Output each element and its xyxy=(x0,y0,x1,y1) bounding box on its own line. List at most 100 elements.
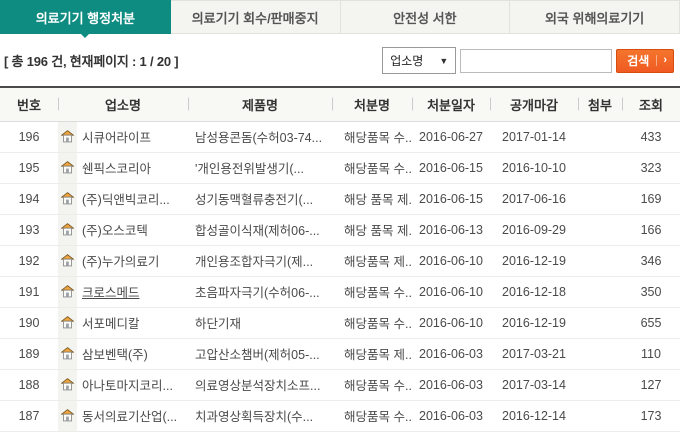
product-name[interactable]: '개인용전위발생기(... xyxy=(188,152,332,184)
disclosure-deadline: 2017-03-14 xyxy=(490,369,578,401)
result-summary: [ 총 196 건, 현재페이지 : 1 / 20 ] xyxy=(4,54,179,69)
company-link[interactable]: 서포메디칼 xyxy=(82,317,140,331)
company-link[interactable]: 삼보벤택(주) xyxy=(82,348,148,362)
view-count: 110 xyxy=(622,338,680,370)
tab-bar: 의료기기 행정처분 의료기기 회수/판매중지 안전성 서한 외국 위해의료기기 xyxy=(0,0,680,38)
disposition-name: 해당품목 제... xyxy=(332,245,412,277)
search-input[interactable] xyxy=(460,48,613,73)
disposition-name: 해당품목 제... xyxy=(332,338,412,370)
disclosure-deadline: 2016-12-19 xyxy=(490,307,578,339)
disposition-name: 해당품목 수... xyxy=(332,276,412,308)
table-top-divider xyxy=(0,86,680,88)
view-count: 173 xyxy=(622,400,680,432)
disposition-name: 해당품목 수... xyxy=(332,400,412,432)
table-header: 번호 업소명 제품명 처분명 처분일자 공개마감 첨부 조회 xyxy=(0,88,680,122)
tab-safety-letter[interactable]: 안전성 서한 xyxy=(340,0,511,34)
view-count: 323 xyxy=(622,152,680,184)
attachment-cell xyxy=(578,245,622,277)
row-number: 190 xyxy=(0,307,58,339)
product-name[interactable]: 성기동맥혈류충전기(... xyxy=(188,183,332,215)
product-name[interactable]: 고압산소챔버(제허05-... xyxy=(188,338,332,370)
attachment-cell xyxy=(578,307,622,339)
disposition-date: 2016-06-03 xyxy=(412,338,490,370)
table-row: 191 크로스메드 초음파자극기(수허06-... 해당품목 수... 2016-06-… xyxy=(0,276,680,308)
table-row: 189 삼보벤택(주) 고압산소챔버(제허05-... 해당품목 제... 2016-0… xyxy=(0,338,680,370)
row-number: 196 xyxy=(0,121,58,153)
company-icon xyxy=(58,338,77,368)
row-number: 195 xyxy=(0,152,58,184)
search-category-value: 업소명 xyxy=(390,54,424,68)
view-count: 655 xyxy=(622,307,680,339)
arrow-right-icon: › xyxy=(656,55,667,66)
disposition-table: 번호 업소명 제품명 처분명 처분일자 공개마감 첨부 조회 196 시큐어라이프… xyxy=(0,88,680,432)
company-link[interactable]: 시큐어라이프 xyxy=(82,131,152,145)
header-company: 업소명 xyxy=(58,88,188,122)
disclosure-deadline: 2017-03-21 xyxy=(490,338,578,370)
company-link[interactable]: 크로스메드 xyxy=(82,286,140,300)
header-attachment: 첨부 xyxy=(578,88,622,122)
company-icon xyxy=(58,276,77,306)
company-link[interactable]: 동서의료기산업(... xyxy=(82,410,178,424)
header-disposition-date: 처분일자 xyxy=(412,88,490,122)
table-row: 194 (주)딕앤빅코리... 성기동맥혈류충전기(... 해당 품목 제... 201… xyxy=(0,183,680,215)
company-icon xyxy=(58,245,77,275)
company-link[interactable]: 쉔픽스코리아 xyxy=(82,162,152,176)
disposition-date: 2016-06-27 xyxy=(412,121,490,153)
table-row: 196 시큐어라이프 남성용콘돔(수허03-74... 해당품목 수... 2016-0… xyxy=(0,121,680,153)
tab-foreign-hazardous-devices[interactable]: 외국 위해의료기기 xyxy=(510,0,680,34)
disposition-name: 해당 품목 제... xyxy=(332,214,412,246)
company-link[interactable]: (주)오스코텍 xyxy=(82,224,148,238)
company-link[interactable]: (주)누가의료기 xyxy=(82,255,160,269)
company-house-icon xyxy=(61,254,74,267)
company-cell: 동서의료기산업(... xyxy=(58,400,188,432)
product-name[interactable]: 의료영상분석장치소프... xyxy=(188,369,332,401)
row-number: 189 xyxy=(0,338,58,370)
company-house-icon xyxy=(61,378,74,391)
table-row: 187 동서의료기산업(... 치과영상획득장치(수... 해당품목 수... 2016… xyxy=(0,400,680,432)
header-number: 번호 xyxy=(0,88,58,122)
product-name[interactable]: 초음파자극기(수허06-... xyxy=(188,276,332,308)
table-row: 190 서포메디칼 하단기재 해당품목 수... 2016-06-10 2016-12-1… xyxy=(0,307,680,339)
attachment-cell xyxy=(578,338,622,370)
search-area: 업소명 ▼ 검색 › xyxy=(382,47,674,74)
company-house-icon xyxy=(61,161,74,174)
row-number: 187 xyxy=(0,400,58,432)
header-product: 제품명 xyxy=(188,88,332,122)
company-icon xyxy=(58,307,77,337)
attachment-cell xyxy=(578,369,622,401)
product-name[interactable]: 합성골이식재(제허06-... xyxy=(188,214,332,246)
company-link[interactable]: (주)딕앤빅코리... xyxy=(82,193,170,207)
product-name[interactable]: 개인용조합자극기(제... xyxy=(188,245,332,277)
company-link[interactable]: 아나토마지코리... xyxy=(82,379,173,393)
disposition-date: 2016-06-10 xyxy=(412,307,490,339)
company-cell: (주)딕앤빅코리... xyxy=(58,183,188,215)
tab-medical-device-disposition[interactable]: 의료기기 행정처분 xyxy=(0,0,171,38)
product-name[interactable]: 치과영상획득장치(수... xyxy=(188,400,332,432)
company-icon xyxy=(58,183,77,213)
disposition-date: 2016-06-03 xyxy=(412,369,490,401)
tab-recall-sales-stop[interactable]: 의료기기 회수/판매중지 xyxy=(170,0,341,34)
product-name[interactable]: 남성용콘돔(수허03-74... xyxy=(188,121,332,153)
disposition-date: 2016-06-13 xyxy=(412,214,490,246)
view-count: 166 xyxy=(622,214,680,246)
company-cell: 삼보벤택(주) xyxy=(58,338,188,370)
search-category-select[interactable]: 업소명 ▼ xyxy=(382,47,457,74)
disposition-name: 해당품목 수... xyxy=(332,307,412,339)
view-count: 350 xyxy=(622,276,680,308)
row-number: 191 xyxy=(0,276,58,308)
disposition-date: 2016-06-15 xyxy=(412,183,490,215)
disclosure-deadline: 2017-01-14 xyxy=(490,121,578,153)
company-cell: (주)누가의료기 xyxy=(58,245,188,277)
disposition-name: 해당 품목 제... xyxy=(332,183,412,215)
disposition-name: 해당품목 수... xyxy=(332,121,412,153)
disposition-name: 해당품목 수... xyxy=(332,152,412,184)
header-disclosure-deadline: 공개마감 xyxy=(490,88,578,122)
search-button[interactable]: 검색 › xyxy=(616,48,674,73)
company-cell: 크로스메드 xyxy=(58,276,188,308)
disclosure-deadline: 2016-10-10 xyxy=(490,152,578,184)
disposition-date: 2016-06-03 xyxy=(412,400,490,432)
product-name[interactable]: 하단기재 xyxy=(188,307,332,339)
company-icon xyxy=(58,369,77,399)
row-number: 194 xyxy=(0,183,58,215)
header-views: 조회 xyxy=(622,88,680,122)
